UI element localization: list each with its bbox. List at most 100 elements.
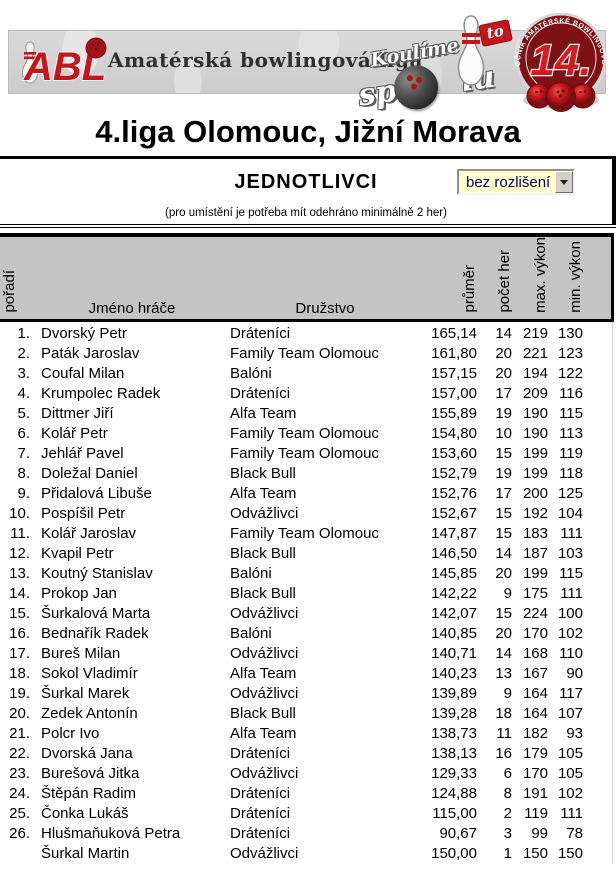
rank-cell: 15. bbox=[9, 604, 30, 622]
player-name-cell: Prokop Jan bbox=[41, 584, 117, 602]
row-spacer bbox=[583, 503, 613, 524]
season-14-badge: 14. ROČNÍK AMATÉRSKÉ BOWLINGOVÉ LIGY 14. bbox=[508, 12, 609, 112]
row-spacer bbox=[583, 483, 613, 504]
table-row: 11. Kolář Jaroslav Family Team Olomouc 1… bbox=[0, 523, 613, 544]
min-score-cell: 115 bbox=[559, 564, 583, 582]
team-cell: Family Team Olomouc bbox=[230, 344, 379, 362]
rank-cell: 23. bbox=[9, 764, 30, 782]
rank-cell: 24. bbox=[9, 784, 30, 802]
rank-cell: 2. bbox=[17, 344, 30, 362]
max-score-cell: 175 bbox=[522, 584, 548, 602]
min-score-cell: 115 bbox=[559, 404, 583, 422]
table-row: 16. Bednařík Radek Balóni 140,85 20 170 … bbox=[0, 623, 613, 644]
section-heading: JEDNOTLIVCI bbox=[234, 171, 378, 193]
table-row: 24. Štěpán Radim Dráteníci 124,88 8 191 … bbox=[0, 783, 613, 804]
team-cell: Dráteníci bbox=[230, 384, 291, 402]
min-score-cell: 103 bbox=[557, 544, 583, 562]
chevron-down-icon bbox=[560, 179, 568, 185]
dropdown-button[interactable] bbox=[555, 171, 573, 193]
average-cell: 90,67 bbox=[439, 824, 477, 842]
title-divider bbox=[0, 156, 616, 159]
average-cell: 138,13 bbox=[431, 744, 477, 762]
bowling-ball-icon bbox=[391, 62, 441, 113]
average-cell: 147,87 bbox=[431, 524, 477, 542]
games-count-cell: 8 bbox=[503, 784, 512, 802]
individuals-section: JEDNOTLIVCI bez rozlišení (pro umístění … bbox=[0, 159, 616, 225]
team-cell: Family Team Olomouc bbox=[230, 524, 379, 542]
games-count-cell: 9 bbox=[503, 584, 512, 602]
games-count-cell: 2 bbox=[503, 804, 512, 822]
row-spacer bbox=[583, 563, 613, 584]
rank-cell: 19. bbox=[9, 684, 30, 702]
min-score-cell: 118 bbox=[559, 464, 583, 482]
row-spacer bbox=[583, 743, 613, 764]
team-cell: Alfa Team bbox=[230, 404, 297, 422]
team-cell: Black Bull bbox=[230, 704, 296, 722]
games-count-cell: 17 bbox=[495, 484, 512, 502]
average-cell: 150,00 bbox=[431, 844, 477, 862]
min-score-cell: 150 bbox=[557, 844, 583, 862]
table-row: 12. Kvapil Petr Black Bull 146,50 14 187… bbox=[0, 543, 613, 564]
team-cell: Black Bull bbox=[230, 544, 296, 562]
average-cell: 153,60 bbox=[431, 444, 477, 462]
games-count-cell: 14 bbox=[495, 544, 512, 562]
games-count-cell: 1 bbox=[503, 844, 512, 862]
games-count-cell: 15 bbox=[495, 604, 512, 622]
rank-cell: 10. bbox=[9, 504, 30, 522]
team-cell: Dráteníci bbox=[230, 804, 291, 822]
games-count-cell: 14 bbox=[495, 644, 512, 662]
row-spacer bbox=[583, 463, 613, 484]
player-name-cell: Štěpán Radim bbox=[41, 784, 137, 802]
player-name-cell: Doležal Daniel bbox=[41, 464, 138, 482]
team-cell: Odvážlivci bbox=[230, 604, 299, 622]
min-score-cell: 78 bbox=[566, 824, 583, 842]
player-name-cell: Čonka Lukáš bbox=[41, 804, 129, 822]
team-cell: Odvážlivci bbox=[230, 644, 299, 662]
average-cell: 138,73 bbox=[431, 724, 477, 742]
max-score-cell: 119 bbox=[524, 804, 548, 822]
league-banner: ABL Amatérská bowlingová liga Koulíme to… bbox=[8, 12, 612, 113]
rank-cell: 22. bbox=[9, 744, 30, 762]
player-name-cell: Hlušmaňuková Petra bbox=[41, 824, 181, 842]
standings-table: pořadí Jméno hráče Družstvo průměr počet… bbox=[0, 233, 614, 864]
standings-body: 1. Dvorský Petr Dráteníci 165,14 14 219 … bbox=[0, 320, 613, 864]
table-row: 19. Šurkal Marek Odvážlivci 139,89 9 164… bbox=[0, 683, 613, 704]
average-cell: 140,23 bbox=[431, 664, 477, 682]
min-score-cell: 119 bbox=[559, 444, 583, 462]
max-score-cell: 192 bbox=[522, 504, 548, 522]
filter-dropdown[interactable]: bez rozlišení bbox=[457, 169, 575, 195]
row-spacer bbox=[583, 623, 613, 644]
header-player-name: Jméno hráče bbox=[34, 235, 230, 322]
games-count-cell: 20 bbox=[495, 564, 512, 582]
header-average: průměr bbox=[420, 235, 478, 322]
max-score-cell: 164 bbox=[522, 684, 548, 702]
row-spacer bbox=[583, 823, 613, 844]
badge-number: 14. bbox=[530, 36, 591, 85]
average-cell: 140,71 bbox=[431, 644, 477, 662]
table-row: 6. Kolář Petr Family Team Olomouc 154,80… bbox=[0, 423, 613, 444]
player-name-cell: Krumpolec Radek bbox=[41, 384, 161, 402]
games-count-cell: 19 bbox=[495, 464, 512, 482]
minimum-games-note: (pro umístění je potřeba mít odehráno mi… bbox=[165, 207, 447, 219]
average-cell: 165,14 bbox=[431, 324, 477, 342]
min-score-cell: 117 bbox=[559, 684, 583, 702]
average-cell: 155,89 bbox=[431, 404, 477, 422]
player-name-cell: Sokol Vladimír bbox=[41, 664, 138, 682]
games-count-cell: 11 bbox=[496, 724, 512, 742]
games-count-cell: 14 bbox=[495, 324, 512, 342]
row-spacer bbox=[583, 603, 613, 624]
max-score-cell: 164 bbox=[522, 704, 548, 722]
max-score-cell: 219 bbox=[522, 324, 548, 342]
row-spacer bbox=[583, 683, 613, 704]
games-count-cell: 9 bbox=[503, 684, 512, 702]
header-spacer bbox=[583, 235, 614, 322]
player-name-cell: Bureš Milan bbox=[41, 644, 121, 662]
max-score-cell: 191 bbox=[522, 784, 548, 802]
player-name-cell: Koutný Stanislav bbox=[41, 564, 153, 582]
player-name-cell: Burešová Jitka bbox=[41, 764, 140, 782]
max-score-cell: 182 bbox=[522, 724, 548, 742]
rank-cell: 7. bbox=[17, 444, 30, 462]
section-divider bbox=[0, 227, 616, 228]
script-sp: sp bbox=[356, 72, 399, 113]
games-count-cell: 17 bbox=[495, 384, 512, 402]
